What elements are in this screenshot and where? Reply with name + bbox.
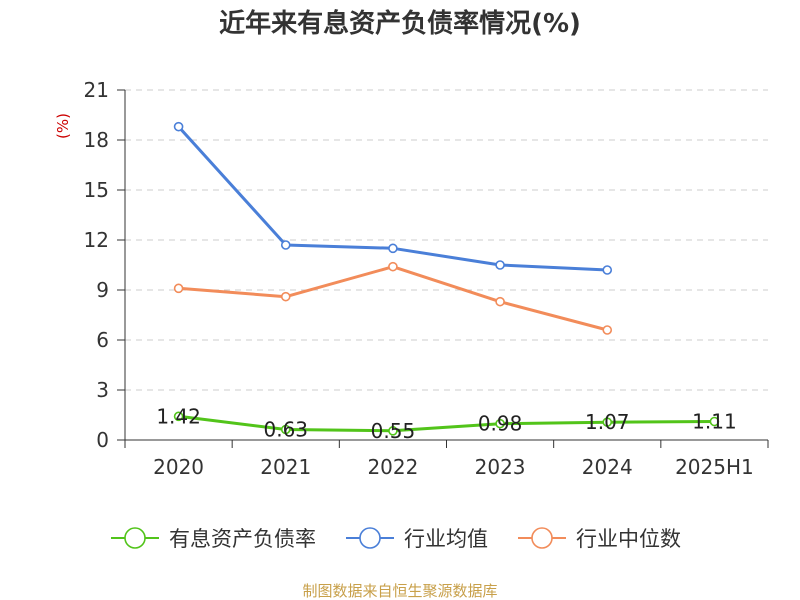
x-tick-label: 2021 — [260, 455, 311, 479]
data-point — [602, 325, 613, 335]
data-point — [173, 411, 184, 422]
y-tick-label: 9 — [96, 278, 109, 302]
series-layer — [173, 121, 720, 436]
y-tick-label: 0 — [96, 428, 109, 452]
chart-title: 近年来有息资产负债率情况(%) — [219, 8, 581, 39]
legend-swatch-marker — [124, 527, 146, 549]
y-tick-label: 6 — [96, 328, 109, 352]
data-point — [495, 418, 505, 429]
x-tick-label: 2025H1 — [675, 455, 754, 479]
data-labels: 1.42 0.63 0.55 0.98 1.07 1.11 — [156, 404, 736, 443]
y-axis-unit: (%) — [54, 113, 72, 139]
data-point — [280, 240, 291, 250]
series-line-1 — [178, 414, 715, 433]
data-point — [388, 243, 398, 254]
data-label: 1.11 — [692, 410, 737, 434]
y-tick-label: 21 — [84, 78, 109, 102]
legend[interactable]: 有息资产负债率 行业均值 行业中位数 — [111, 527, 681, 551]
y-tick-label: 3 — [96, 378, 109, 402]
source-note: 制图数据来自恒生聚源数据库 — [302, 582, 497, 600]
axes: 0 3 6 9 12 15 18 21 2020 2021 2022 2023 2024 2025H1 — [84, 78, 769, 479]
x-tick-label: 2024 — [582, 455, 633, 479]
data-label: 0.55 — [371, 419, 416, 443]
data-point — [495, 296, 505, 307]
data-point — [280, 424, 291, 435]
data-point — [709, 416, 720, 427]
y-tick-label: 12 — [84, 228, 109, 252]
data-point — [602, 417, 613, 427]
data-point — [280, 291, 291, 302]
legend-item-3[interactable]: 行业中位数 — [518, 527, 681, 551]
x-tick-label: 2022 — [367, 455, 418, 479]
data-point — [495, 260, 505, 270]
series-line-3 — [178, 265, 608, 332]
y-tick-label: 18 — [84, 128, 109, 152]
legend-item-2[interactable]: 行业均值 — [346, 527, 488, 551]
data-label: 0.98 — [478, 412, 523, 436]
legend-label: 行业均值 — [404, 527, 488, 551]
data-point — [173, 283, 184, 294]
gridlines — [125, 89, 768, 391]
y-tick-label: 15 — [84, 178, 109, 202]
legend-swatch-marker — [531, 527, 553, 549]
legend-item-1[interactable]: 有息资产负债率 — [111, 527, 316, 551]
data-point — [602, 265, 613, 275]
data-label: 1.42 — [156, 404, 201, 428]
legend-label: 行业中位数 — [576, 527, 681, 551]
legend-label: 有息资产负债率 — [169, 527, 316, 551]
legend-swatch-marker — [359, 527, 381, 549]
data-point — [388, 261, 398, 272]
data-label: 0.63 — [263, 418, 308, 442]
data-point — [388, 426, 398, 436]
data-point — [173, 121, 184, 132]
x-tick-label: 2023 — [475, 455, 526, 479]
data-label: 1.07 — [585, 410, 630, 434]
x-tick-label: 2020 — [153, 455, 204, 479]
